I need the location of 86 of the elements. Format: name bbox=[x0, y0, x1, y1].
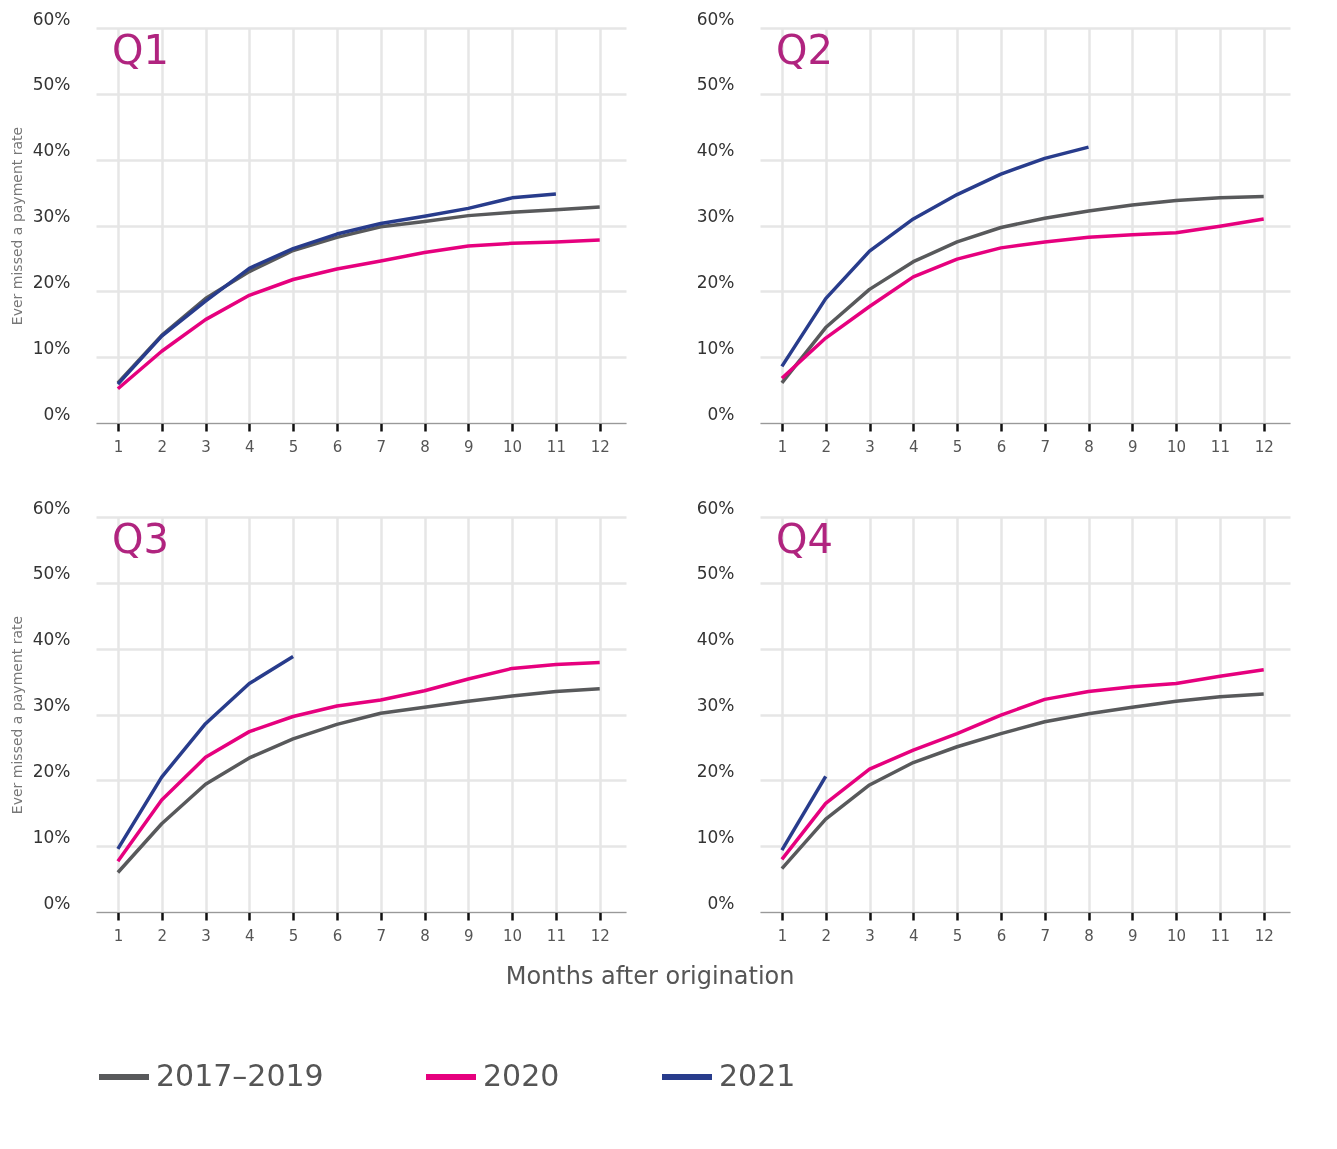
x-tick-label: 2 bbox=[157, 437, 167, 456]
x-tick-label: 9 bbox=[464, 437, 474, 456]
x-tick-label: 1 bbox=[777, 437, 788, 456]
x-tick-label: 11 bbox=[1210, 437, 1230, 456]
legend-label: 2017–2019 bbox=[156, 1058, 324, 1093]
y-tick-label: 10% bbox=[32, 826, 71, 847]
y-tick-label: 30% bbox=[32, 206, 71, 226]
x-tick-label: 6 bbox=[332, 926, 343, 945]
y-tick-label: 40% bbox=[696, 629, 735, 650]
x-tick-label: 6 bbox=[996, 926, 1007, 945]
chart-title: Q3 bbox=[112, 516, 169, 562]
x-tick-label: 11 bbox=[1210, 926, 1230, 945]
x-tick-label: 3 bbox=[201, 437, 211, 456]
y-tick-label: 30% bbox=[696, 206, 735, 226]
x-tick-label: 12 bbox=[590, 926, 610, 945]
y-tick-label: 0% bbox=[707, 892, 735, 913]
y-tick-label: 40% bbox=[696, 140, 735, 161]
x-tick-label: 5 bbox=[952, 437, 963, 456]
y-tick-label: 10% bbox=[32, 337, 71, 358]
x-tick-label: 10 bbox=[1167, 926, 1187, 945]
y-tick-label: 50% bbox=[696, 74, 735, 95]
x-tick-label: 1 bbox=[113, 437, 124, 456]
x-tick-label: 11 bbox=[546, 926, 566, 945]
y-tick-label: 60% bbox=[696, 8, 735, 29]
chart-title: Q2 bbox=[776, 27, 833, 73]
y-tick-label: 40% bbox=[32, 629, 71, 650]
x-tick-label: 2 bbox=[821, 926, 831, 945]
x-tick-label: 7 bbox=[376, 437, 386, 456]
x-tick-label: 5 bbox=[288, 926, 299, 945]
x-tick-label: 12 bbox=[1254, 437, 1274, 456]
x-tick-label: 3 bbox=[865, 926, 875, 945]
x-tick-label: 10 bbox=[503, 926, 523, 945]
y-tick-label: 20% bbox=[32, 271, 71, 292]
y-tick-label: 0% bbox=[707, 403, 735, 424]
x-tick-label: 5 bbox=[952, 926, 963, 945]
x-tick-label: 6 bbox=[996, 437, 1007, 456]
y-tick-label: 20% bbox=[696, 271, 735, 292]
x-tick-label: 8 bbox=[420, 437, 430, 456]
x-tick-label: 3 bbox=[865, 437, 875, 456]
y-tick-label: 10% bbox=[696, 826, 735, 847]
x-tick-label: 10 bbox=[503, 437, 523, 456]
y-axis-title: Ever missed a payment rate bbox=[8, 126, 25, 326]
x-tick-label: 10 bbox=[1167, 437, 1187, 456]
y-tick-label: 50% bbox=[696, 563, 735, 584]
x-tick-label: 7 bbox=[1040, 437, 1050, 456]
x-tick-label: 5 bbox=[288, 437, 299, 456]
x-tick-label: 11 bbox=[546, 437, 566, 456]
y-tick-label: 40% bbox=[32, 140, 71, 161]
x-tick-label: 9 bbox=[1128, 437, 1138, 456]
y-tick-label: 10% bbox=[696, 337, 735, 358]
y-tick-label: 50% bbox=[32, 563, 71, 584]
y-tick-label: 30% bbox=[696, 695, 735, 715]
y-tick-label: 20% bbox=[32, 760, 71, 781]
y-tick-label: 30% bbox=[32, 695, 71, 715]
y-tick-label: 60% bbox=[696, 497, 735, 518]
x-tick-label: 8 bbox=[420, 926, 430, 945]
x-tick-label: 4 bbox=[245, 437, 255, 456]
x-tick-label: 1 bbox=[777, 926, 788, 945]
legend-label: 2020 bbox=[483, 1058, 560, 1093]
x-tick-label: 9 bbox=[1128, 926, 1138, 945]
x-tick-label: 4 bbox=[909, 437, 919, 456]
legend-label: 2021 bbox=[719, 1058, 796, 1093]
x-tick-label: 7 bbox=[376, 926, 386, 945]
x-tick-label: 2 bbox=[157, 926, 167, 945]
y-tick-label: 0% bbox=[43, 403, 71, 424]
x-tick-label: 12 bbox=[590, 437, 610, 456]
x-tick-label: 6 bbox=[332, 437, 343, 456]
x-axis-title: Months after origination bbox=[505, 962, 795, 990]
y-tick-label: 50% bbox=[32, 74, 71, 95]
x-tick-label: 9 bbox=[464, 926, 474, 945]
chart-title: Q1 bbox=[112, 27, 169, 73]
y-tick-label: 60% bbox=[32, 8, 71, 29]
chart-title: Q4 bbox=[776, 516, 833, 562]
x-tick-label: 4 bbox=[245, 926, 255, 945]
x-tick-label: 12 bbox=[1254, 926, 1274, 945]
x-tick-label: 8 bbox=[1084, 926, 1094, 945]
x-tick-label: 1 bbox=[113, 926, 124, 945]
x-tick-label: 3 bbox=[201, 926, 211, 945]
x-tick-label: 4 bbox=[909, 926, 919, 945]
x-tick-label: 8 bbox=[1084, 437, 1094, 456]
y-tick-label: 20% bbox=[696, 760, 735, 781]
y-tick-label: 60% bbox=[32, 497, 71, 518]
y-axis-title: Ever missed a payment rate bbox=[8, 615, 25, 815]
x-tick-label: 2 bbox=[821, 437, 831, 456]
x-tick-label: 7 bbox=[1040, 926, 1050, 945]
y-tick-label: 0% bbox=[43, 892, 71, 913]
